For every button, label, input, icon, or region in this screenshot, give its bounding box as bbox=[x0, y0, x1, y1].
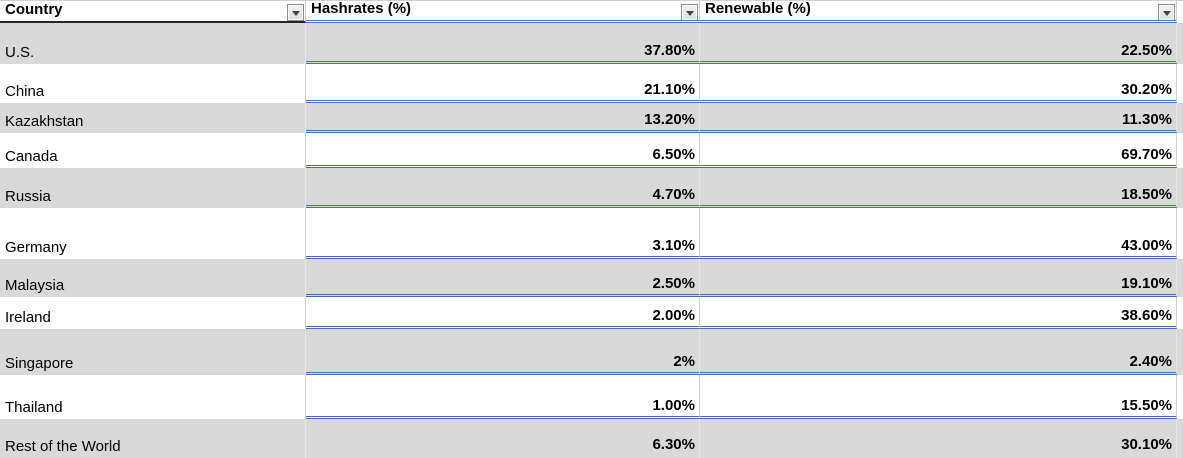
filter-button-country[interactable] bbox=[287, 4, 304, 21]
cell-country[interactable]: Kazakhstan bbox=[0, 103, 306, 133]
cell-country[interactable]: China bbox=[0, 64, 306, 103]
cell-hashrate[interactable]: 1.00% bbox=[306, 375, 700, 419]
cell-renewable[interactable]: 19.10% bbox=[700, 259, 1177, 297]
cell-country[interactable]: Rest of the World bbox=[0, 419, 306, 458]
header-cell-country[interactable]: Country bbox=[0, 1, 306, 23]
table-row: Russia 4.70% 18.50% bbox=[0, 168, 1183, 208]
header-country-label: Country bbox=[5, 1, 63, 18]
table-row: Singapore 2% 2.40% bbox=[0, 329, 1183, 375]
row-sliver bbox=[1177, 208, 1183, 259]
cell-country[interactable]: U.S. bbox=[0, 23, 306, 64]
table-row: U.S. 37.80% 22.50% bbox=[0, 23, 1183, 64]
cell-country[interactable]: Malaysia bbox=[0, 259, 306, 297]
row-sliver bbox=[1177, 375, 1183, 419]
row-sliver bbox=[1177, 64, 1183, 103]
table-row: Canada 6.50% 69.70% bbox=[0, 133, 1183, 168]
cell-hashrate[interactable]: 6.50% bbox=[306, 133, 700, 168]
cell-hashrate[interactable]: 2.00% bbox=[306, 297, 700, 329]
cell-hashrate[interactable]: 6.30% bbox=[306, 419, 700, 458]
table-row: Thailand 1.00% 15.50% bbox=[0, 375, 1183, 419]
cell-hashrate[interactable]: 3.10% bbox=[306, 208, 700, 259]
table-row: Malaysia 2.50% 19.10% bbox=[0, 259, 1183, 297]
table-row: Kazakhstan 13.20% 11.30% bbox=[0, 103, 1183, 133]
header-cell-hashrates[interactable]: Hashrates (%) bbox=[306, 1, 700, 23]
cell-hashrate[interactable]: 2.50% bbox=[306, 259, 700, 297]
cell-renewable[interactable]: 18.50% bbox=[700, 168, 1177, 208]
header-renewable-label: Renewable (%) bbox=[705, 1, 811, 17]
table-row: Rest of the World 6.30% 30.10% bbox=[0, 419, 1183, 458]
row-sliver bbox=[1177, 297, 1183, 329]
cell-renewable[interactable]: 2.40% bbox=[700, 329, 1177, 375]
row-sliver bbox=[1177, 419, 1183, 458]
row-sliver bbox=[1177, 103, 1183, 133]
cell-renewable[interactable]: 22.50% bbox=[700, 23, 1177, 64]
cell-hashrate[interactable]: 21.10% bbox=[306, 64, 700, 103]
header-hashrates-label: Hashrates (%) bbox=[311, 1, 412, 17]
table-row: China 21.10% 30.20% bbox=[0, 64, 1183, 103]
cell-country[interactable]: Thailand bbox=[0, 375, 306, 419]
table-row: Ireland 2.00% 38.60% bbox=[0, 297, 1183, 329]
cell-country[interactable]: Canada bbox=[0, 133, 306, 168]
cell-renewable[interactable]: 11.30% bbox=[700, 103, 1177, 133]
header-row: Country Hashrates (%) Renewable (%) bbox=[0, 0, 1183, 23]
cell-country[interactable]: Russia bbox=[0, 168, 306, 208]
header-cell-renewable[interactable]: Renewable (%) bbox=[700, 1, 1177, 23]
cell-country[interactable]: Germany bbox=[0, 208, 306, 259]
header-sliver bbox=[1177, 1, 1183, 23]
row-sliver bbox=[1177, 168, 1183, 208]
chevron-down-icon bbox=[1162, 11, 1171, 16]
cell-country[interactable]: Singapore bbox=[0, 329, 306, 375]
cell-renewable[interactable]: 30.10% bbox=[700, 419, 1177, 458]
table-row: Germany 3.10% 43.00% bbox=[0, 208, 1183, 259]
table-body: U.S. 37.80% 22.50% China 21.10% 30.20% Kazakhs… bbox=[0, 23, 1183, 458]
filter-button-renewable[interactable] bbox=[1158, 4, 1175, 20]
row-sliver bbox=[1177, 259, 1183, 297]
cell-hashrate[interactable]: 37.80% bbox=[306, 23, 700, 64]
cell-hashrate[interactable]: 13.20% bbox=[306, 103, 700, 133]
cell-hashrate[interactable]: 4.70% bbox=[306, 168, 700, 208]
cell-renewable[interactable]: 30.20% bbox=[700, 64, 1177, 103]
cell-renewable[interactable]: 43.00% bbox=[700, 208, 1177, 259]
cell-renewable[interactable]: 15.50% bbox=[700, 375, 1177, 419]
cell-country[interactable]: Ireland bbox=[0, 297, 306, 329]
row-sliver bbox=[1177, 133, 1183, 168]
chevron-down-icon bbox=[685, 11, 694, 16]
row-sliver bbox=[1177, 329, 1183, 375]
filter-button-hashrates[interactable] bbox=[681, 4, 698, 20]
row-sliver bbox=[1177, 23, 1183, 64]
cell-renewable[interactable]: 69.70% bbox=[700, 133, 1177, 168]
cell-renewable[interactable]: 38.60% bbox=[700, 297, 1177, 329]
cell-hashrate[interactable]: 2% bbox=[306, 329, 700, 375]
chevron-down-icon bbox=[291, 11, 300, 16]
